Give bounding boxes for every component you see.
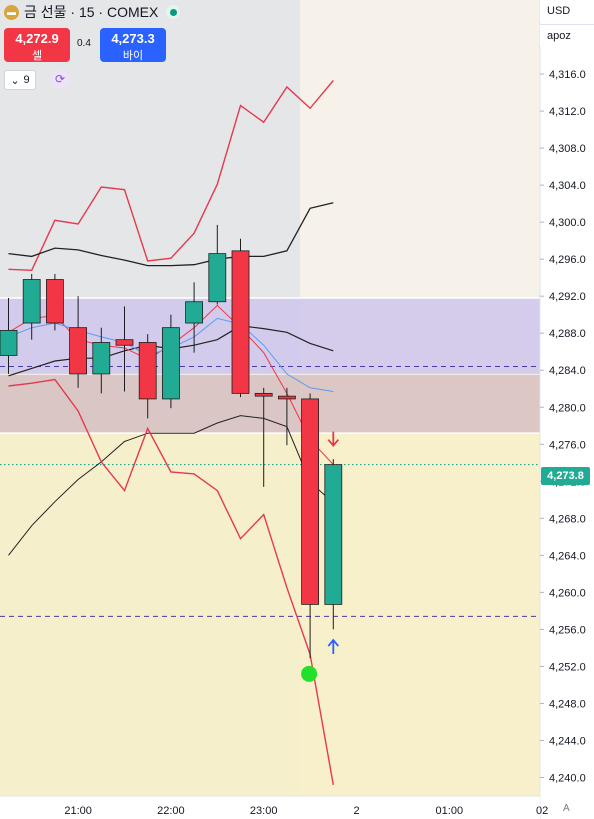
series-lower	[8, 378, 334, 786]
candle-body-2	[46, 279, 64, 324]
y-tick-label-0: 4,240.0	[549, 772, 586, 784]
y-tick-label-3: 4,252.0	[549, 661, 586, 673]
x-tick-label-1: 22:00	[157, 805, 185, 817]
series-outer-upper	[8, 202, 334, 267]
indicator-count: 9	[23, 74, 30, 86]
y-tick-label-6: 4,264.0	[549, 550, 586, 562]
price-axis-panel	[540, 0, 594, 819]
y-tick-label-15: 4,300.0	[549, 217, 586, 229]
y-tick-label-19: 4,316.0	[549, 69, 586, 81]
y-tick-label-7: 4,268.0	[549, 513, 586, 525]
market-open-dot-icon	[166, 5, 181, 19]
candle-body-6	[138, 342, 157, 400]
x-tick-label-4: 01:00	[436, 805, 464, 817]
x-tick-label-0: 21:00	[64, 805, 92, 817]
time-axis-panel	[0, 796, 540, 819]
spread-value: 0.4	[77, 38, 91, 49]
indicators-toggle[interactable]: ⌄ 9	[4, 70, 36, 90]
candle-body-9	[208, 253, 227, 303]
y-tick-label-9: 4,276.0	[549, 439, 586, 451]
x-tick-label-3: 2	[353, 805, 359, 817]
candle-body-3	[69, 327, 87, 375]
sell-price: 4,272.9	[15, 31, 59, 46]
refresh-icon[interactable]: ⟳	[51, 70, 69, 88]
sell-button[interactable]: 4,272.9 셀	[4, 28, 70, 62]
candle-body-8	[185, 301, 204, 324]
zone-0	[0, 373, 540, 434]
zone-1	[0, 298, 540, 374]
y-tick-label-2: 4,248.0	[549, 698, 586, 710]
y-tick-label-10: 4,280.0	[549, 402, 586, 414]
y-tick-label-17: 4,308.0	[549, 143, 586, 155]
gold-ingot-icon: ▬	[4, 4, 19, 20]
candle-body-11	[254, 392, 273, 397]
x-tick-label-5: 02	[536, 805, 548, 817]
symbol-title: 금 선물 · 15 · COMEX	[24, 4, 159, 20]
auto-scale-button[interactable]: A	[563, 803, 570, 814]
series-outer-lower	[8, 415, 334, 556]
candle-body-4	[92, 342, 111, 375]
y-tick-label-11: 4,284.0	[549, 365, 586, 377]
candle-body-1	[22, 279, 41, 324]
candle-body-13	[301, 398, 320, 605]
y-tick-label-16: 4,304.0	[549, 180, 586, 192]
y-tick-label-5: 4,260.0	[549, 587, 586, 599]
y-tick-label-13: 4,292.0	[549, 291, 586, 303]
signal-arrow-down-1	[327, 431, 339, 448]
zone-2	[0, 433, 540, 796]
y-tick-label-1: 4,244.0	[549, 735, 586, 747]
signal-arrow-up-2	[327, 638, 339, 655]
candle-body-7	[161, 327, 180, 400]
sell-label: 셀	[31, 50, 43, 62]
y-tick-label-4: 4,256.0	[549, 624, 586, 636]
symbol-header[interactable]: ▬ 금 선물 · 15 · COMEX	[0, 0, 181, 24]
candle-body-10	[231, 250, 250, 394]
signal-dot-0	[301, 665, 318, 682]
candle-body-14	[324, 464, 343, 605]
candle-body-12	[277, 395, 296, 400]
y-tick-label-12: 4,288.0	[549, 328, 586, 340]
candle-body-5	[115, 339, 134, 346]
buy-button[interactable]: 4,273.3 바이	[100, 28, 166, 62]
y-tick-label-18: 4,312.0	[549, 106, 586, 118]
buy-label: 바이	[122, 50, 144, 62]
x-tick-label-2: 23:00	[250, 805, 278, 817]
scale-mode-selector[interactable]: apoz	[540, 24, 594, 46]
candle-body-0	[0, 330, 18, 356]
last-price-tag: 4,273.8	[541, 467, 590, 485]
chevron-down-icon: ⌄	[10, 74, 20, 87]
y-tick-label-14: 4,296.0	[549, 254, 586, 266]
currency-selector[interactable]: USD	[540, 0, 594, 22]
series-upper	[8, 80, 334, 272]
buy-price: 4,273.3	[111, 31, 155, 46]
